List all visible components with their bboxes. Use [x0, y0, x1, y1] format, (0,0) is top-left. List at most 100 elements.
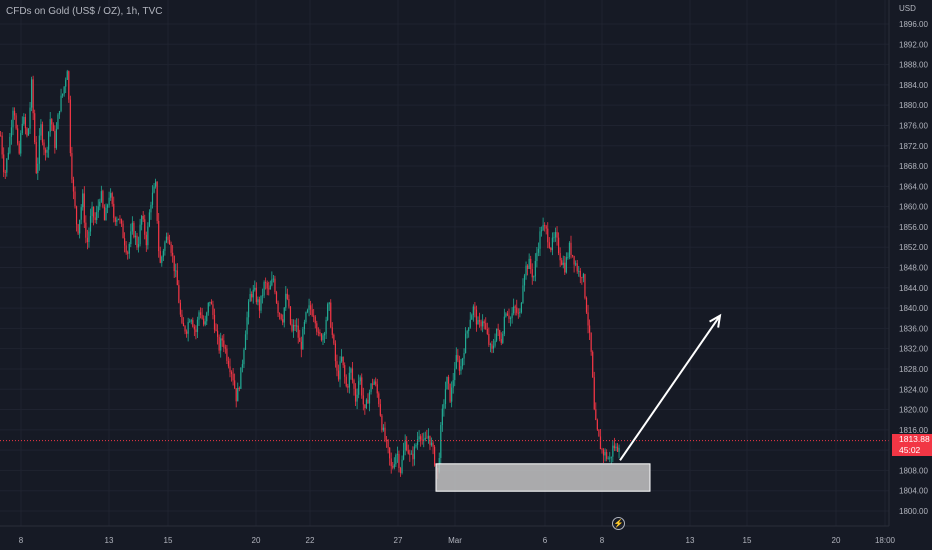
candle-body [609, 457, 611, 459]
candle-body [175, 270, 177, 272]
candle-body [230, 372, 233, 374]
price-tick-label: 1876.00 [899, 121, 928, 130]
candle-body [351, 368, 354, 381]
candle-body [176, 270, 178, 286]
candle-body [266, 282, 268, 289]
candle-body [234, 380, 236, 389]
candle-body [128, 244, 130, 254]
candle-body [423, 439, 425, 441]
candle-body [156, 181, 158, 221]
candle-body [469, 319, 471, 328]
candle-body [398, 454, 400, 469]
candle-body [497, 328, 499, 331]
candle-body [520, 302, 522, 313]
candle-body [27, 128, 30, 136]
candle-body [356, 394, 358, 402]
candle-body [491, 344, 493, 349]
candle-body [77, 224, 79, 234]
candle-body [570, 242, 572, 255]
candle-body [578, 270, 580, 272]
candle-body [581, 277, 583, 279]
candle-body [311, 309, 313, 316]
candle-body [275, 292, 278, 303]
candle-body [162, 250, 164, 257]
candle-body [83, 193, 85, 223]
candle-body [547, 228, 549, 243]
candle-body [257, 299, 259, 303]
candle-body [413, 446, 416, 460]
candle-body [502, 333, 504, 343]
candle-body [404, 441, 406, 451]
candle-body [601, 449, 603, 450]
candle-body [441, 408, 443, 426]
candle-body [182, 322, 185, 327]
candle-body [449, 383, 451, 402]
candle-body [159, 251, 161, 263]
symbol-title[interactable]: CFDs on Gold (US$ / OZ), 1h, TVC [6, 6, 163, 17]
candle-body [378, 393, 380, 405]
candle-body [240, 367, 242, 389]
time-tick-label: 13 [105, 536, 114, 545]
candle-body [365, 399, 367, 409]
lightning-icon[interactable]: ⚡ [612, 517, 625, 530]
candle-body [227, 360, 230, 367]
candle-body [137, 244, 140, 248]
candle-body [407, 450, 409, 454]
candle-body [320, 333, 323, 341]
bar-countdown: 45:02 [899, 445, 921, 455]
candle-body [531, 269, 533, 278]
candle-body [519, 312, 521, 314]
candle-body [1, 135, 3, 155]
candle-body [88, 231, 90, 243]
candle-body [17, 128, 19, 144]
candle-body [94, 217, 96, 221]
candle-body [409, 453, 411, 455]
candle-body [536, 252, 538, 261]
candle-body [550, 247, 552, 251]
candle-body [361, 377, 363, 396]
candle-body [372, 383, 374, 385]
currency-label[interactable]: USD [899, 4, 916, 13]
price-tick-label: 1884.00 [899, 81, 928, 90]
candle-body [142, 215, 144, 220]
candle-body [466, 331, 468, 334]
candle-body [468, 327, 470, 332]
candle-body [252, 289, 254, 298]
candle-body [85, 222, 87, 238]
candle-body [192, 320, 194, 327]
time-tick-label: 22 [306, 536, 315, 545]
candle-body [69, 99, 71, 154]
candle-body [415, 444, 417, 447]
projection-arrow [619, 313, 722, 461]
candle-body [272, 278, 274, 280]
candle-body [432, 442, 434, 447]
price-tick-label: 1820.00 [899, 406, 928, 415]
candle-body [102, 191, 104, 207]
candle-body [306, 309, 309, 313]
candle-body [333, 334, 335, 344]
candle-body [223, 340, 225, 348]
time-tick-label: Mar [448, 536, 462, 545]
candle-body [131, 222, 133, 232]
candle-body [246, 317, 248, 335]
candle-body [21, 123, 23, 134]
candle-body [189, 321, 191, 323]
candle-body [537, 248, 540, 253]
candle-body [551, 237, 553, 251]
price-tick-label: 1844.00 [899, 284, 928, 293]
candle-body [249, 294, 251, 302]
candle-body [258, 299, 261, 311]
candle-body [458, 360, 460, 371]
time-tick-label: 13 [686, 536, 695, 545]
candle-body [120, 219, 123, 224]
candle-body [103, 206, 106, 221]
price-tick-label: 1880.00 [899, 101, 928, 110]
candle-body [41, 124, 44, 143]
candle-body [446, 376, 448, 390]
candle-body [602, 449, 605, 456]
candle-body [292, 324, 295, 331]
price-tick-label: 1824.00 [899, 385, 928, 394]
candle-body [125, 245, 127, 253]
time-tick-label: 15 [164, 536, 173, 545]
